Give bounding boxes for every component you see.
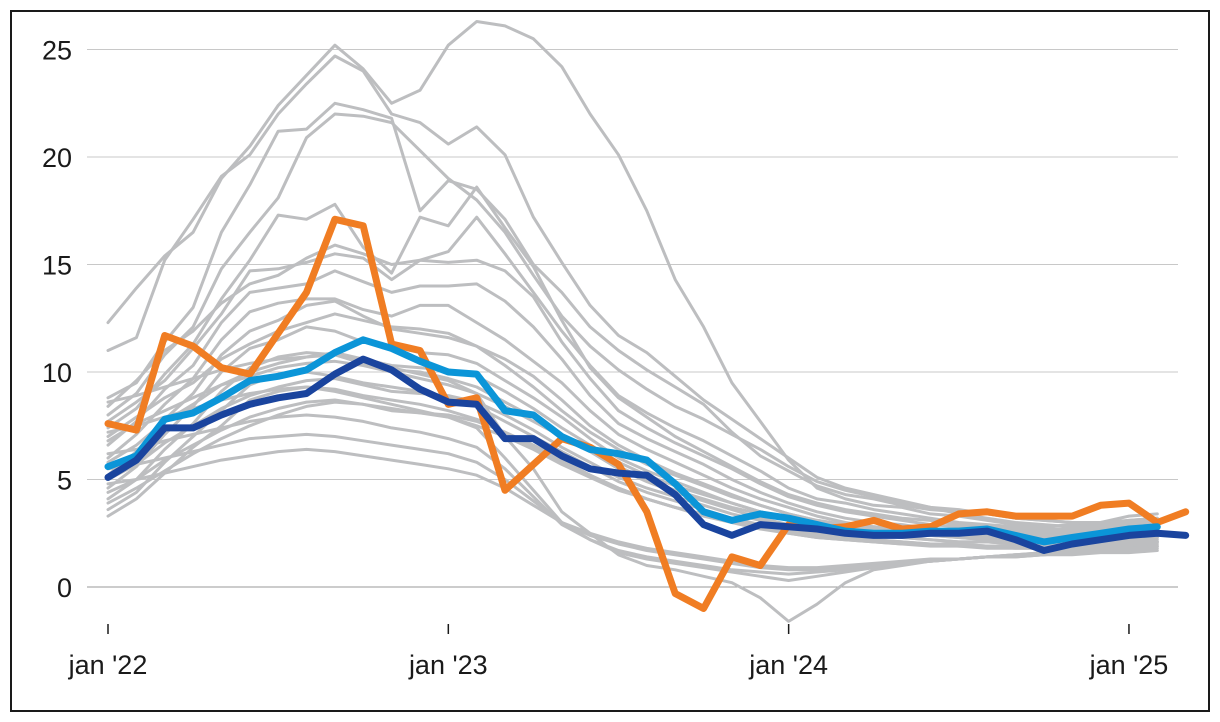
y-tick-label-0: 0	[57, 573, 72, 603]
grid-lines	[87, 49, 1178, 588]
highlight-series-line-orange	[104, 215, 1190, 612]
line-chart: 0 5 10 15 20 25 jan '22 jan '23 jan '24 jan '25	[42, 20, 1190, 680]
y-tick-label-5: 5	[57, 466, 72, 496]
x-tick-label-3: jan '25	[1089, 650, 1169, 680]
y-tick-label-15: 15	[42, 251, 72, 281]
background-series-line-16	[106, 351, 1159, 542]
background-series-line-14	[106, 215, 1159, 531]
chart-frame: 0 5 10 15 20 25 jan '22 jan '23 jan '24 jan '25	[10, 10, 1210, 712]
background-series-line-23	[106, 447, 1159, 570]
background-series-line-1	[106, 20, 1159, 529]
background-series-line-2	[106, 54, 1159, 529]
x-axis: jan '22 jan '23 jan '24 jan '25	[68, 624, 1169, 680]
x-tick-label-1: jan '23	[408, 650, 488, 680]
y-tick-label-25: 25	[42, 36, 72, 66]
highlight-series	[104, 215, 1190, 612]
y-tick-label-20: 20	[42, 143, 72, 173]
x-tick-label-2: jan '24	[748, 650, 828, 680]
x-tick-label-0: jan '22	[68, 650, 148, 680]
highlight-series-line-dark-blue	[104, 355, 1190, 554]
y-axis-labels: 0 5 10 15 20 25	[42, 36, 72, 604]
y-tick-label-10: 10	[42, 358, 72, 388]
